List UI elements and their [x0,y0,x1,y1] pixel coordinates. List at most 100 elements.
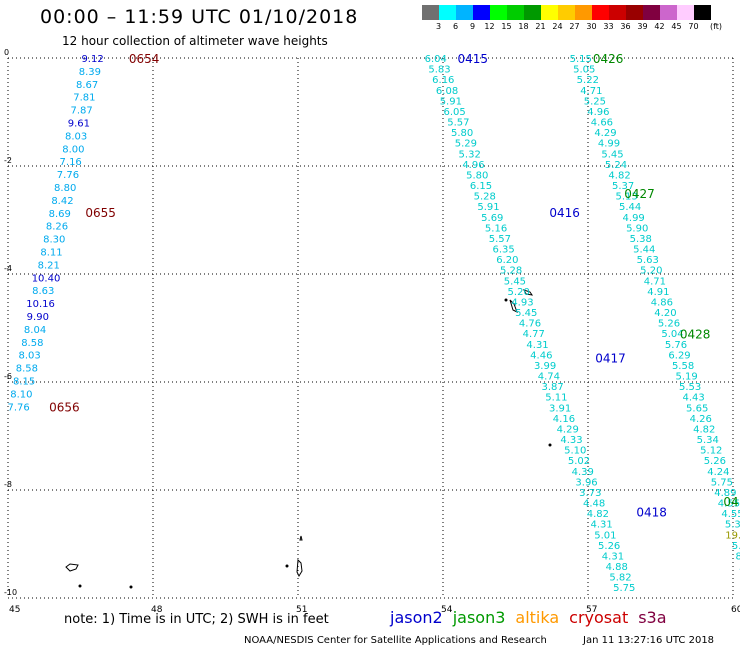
swh-value: 4.96 [462,160,484,171]
swh-value: 5.26 [658,319,680,330]
lat-tick-label: -10 [4,588,17,597]
swh-value: 5.13 [615,192,637,203]
swh-value: 5.38 [630,234,652,245]
pass-label: 0415 [458,52,489,66]
swh-value: 5.19 [675,372,697,383]
scale-label: 36 [620,22,631,31]
swh-value: 5.83 [428,65,450,76]
legend-entry: cryosat [569,608,629,627]
swh-value: 5.24 [605,160,627,171]
scale-label: 45 [671,22,682,31]
scale-label: 9 [469,22,476,31]
swh-value: 6.15 [470,181,492,192]
swh-value: 7.16 [60,157,82,168]
swh-value: 4.16 [553,414,575,425]
scale-swatch [439,5,456,20]
scale-swatch [575,5,592,20]
swh-value: 5.15 [570,54,592,65]
swh-value: 4.55 [718,499,740,510]
swh-value: 8.04 [24,325,46,336]
swh-value: 8.58 [21,338,43,349]
swh-value: 5.69 [481,213,503,224]
scale-label: 15 [501,22,512,31]
scale-label: 18 [518,22,529,31]
pass-label: 0417 [595,352,626,366]
swh-value: 5.34 [697,435,719,446]
lon-tick-label: 57 [586,605,597,615]
island-dot [548,443,552,447]
swh-value: 4.31 [526,340,548,351]
swh-value: 5.53 [679,382,701,393]
scale-swatch [660,5,677,20]
swh-value: 4.43 [683,393,705,404]
lat-tick-label: -4 [4,264,12,273]
scale-swatch [694,5,711,20]
scale-label: 39 [637,22,648,31]
map-subtitle: 12 hour collection of altimeter wave hei… [62,34,328,48]
island-dot [78,584,82,588]
pass-label: 04 [723,495,738,509]
island-shape [523,289,534,296]
swh-value: 8.80 [54,183,76,194]
lat-tick-label: -2 [4,156,12,165]
credit-text: NOAA/NESDIS Center for Satellite Applica… [244,635,547,646]
swh-value: 5.82 [609,573,631,584]
legend-entry: jason2 [390,608,443,627]
pass-label: 0655 [85,206,116,220]
scale-swatch [490,5,507,20]
swh-value: 4.24 [707,467,729,478]
swh-value: 4.96 [587,107,609,118]
swh-value: 8.15 [13,377,35,388]
swh-value: 5.80 [466,170,488,181]
swh-value: 8.26 [46,222,68,233]
swh-value: 5.45 [515,308,537,319]
swh-value: 4.33 [560,435,582,446]
swh-value: 4.31 [590,520,612,531]
swh-value: 4.66 [591,118,613,129]
swh-value: 5.91 [477,202,499,213]
swh-value: 5.37 [612,181,634,192]
swh-value: 5.76 [665,340,687,351]
swh-value: 5.12 [700,446,722,457]
swh-value: 5.80 [451,128,473,139]
swh-value: 4.89 [714,488,736,499]
swh-value: 4.31 [602,551,624,562]
swh-value: 4.99 [623,213,645,224]
swh-value: 4.20 [654,308,676,319]
scale-swatch [524,5,541,20]
scale-label: 21 [535,22,546,31]
island-shape [299,535,303,541]
scale-swatch [507,5,524,20]
swh-value: 5.44 [619,202,641,213]
swh-value: 4.48 [583,499,605,510]
timestamp-text: Jan 11 13:27:16 UTC 2018 [583,635,715,646]
lon-tick-label: 45 [9,605,20,615]
swh-value: 4.74 [538,372,560,383]
lon-tick-label: 48 [151,605,163,615]
island-dot [504,298,508,302]
swh-value: 9.61 [68,119,90,130]
swh-value: 5.28 [474,192,496,203]
swh-value: 7.87 [70,106,92,117]
swh-value: 5.78 [739,562,740,573]
swh-value: 8.21 [38,260,60,271]
scale-label: 3 [435,22,442,31]
swh-value: 8.11 [40,248,62,259]
swh-value: 4.77 [523,329,545,340]
swh-value: 5.91 [440,96,462,107]
swh-value: 3.91 [549,403,571,414]
swh-value: 8.63 [32,286,54,297]
pass-label: 0428 [680,327,711,341]
island-shape [296,558,303,578]
swh-value: 5.20 [640,266,662,277]
swh-value: 5.58 [672,361,694,372]
swh-value: 5.65 [686,403,708,414]
legend-entry: altika [515,608,560,627]
scale-swatch [473,5,490,20]
swh-value: 10.16 [26,299,55,310]
swh-value: 8.58 [16,364,38,375]
swh-value: 8.42 [51,196,73,207]
island-shape [509,299,518,314]
swh-value: 4.82 [608,170,630,181]
